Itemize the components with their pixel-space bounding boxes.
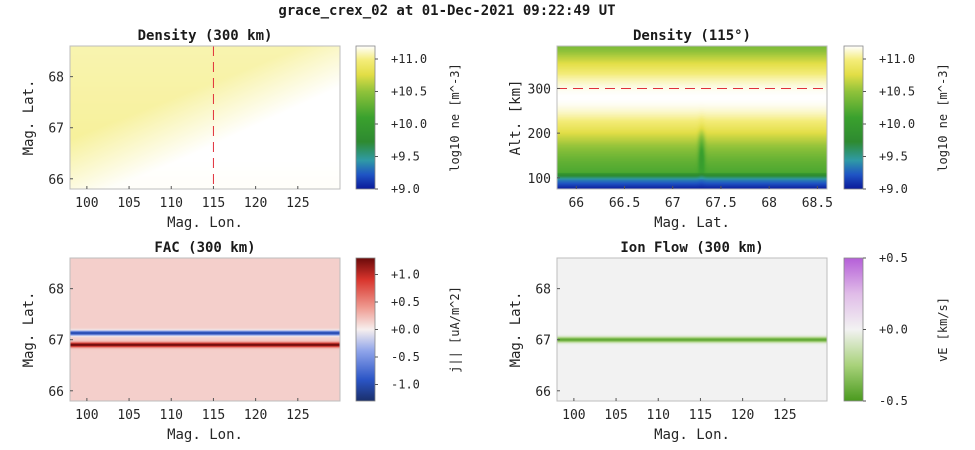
x-tick-label: 120 <box>244 408 267 423</box>
y-tick-label: 67 <box>48 122 64 137</box>
plot-frame <box>69 45 341 190</box>
colorbar-tick-label: +9.0 <box>879 182 908 196</box>
x-tick-label: 68.5 <box>802 196 833 211</box>
x-tick-label: 105 <box>604 408 627 423</box>
plot-frame <box>556 45 828 190</box>
panel-title: FAC (300 km) <box>154 240 255 256</box>
colorbar-tick-label: +10.0 <box>879 117 915 131</box>
x-tick-label: 67 <box>665 196 681 211</box>
y-tick-label: 200 <box>528 127 551 142</box>
colorbar-tick-label: +0.0 <box>391 323 420 337</box>
colorbar-tick-label: +9.5 <box>879 150 908 164</box>
x-tick-label: 125 <box>286 196 309 211</box>
x-tick-label: 120 <box>731 408 754 423</box>
x-tick-label: 110 <box>647 408 670 423</box>
colorbar-tick-label: -1.0 <box>391 378 420 392</box>
y-tick-label: 67 <box>535 334 551 349</box>
heatmap-image <box>557 258 827 401</box>
colorbar-tick-label: +9.0 <box>391 182 420 196</box>
colorbar-tick-label: +11.0 <box>391 52 427 66</box>
y-axis-label: Alt. [km] <box>508 80 524 156</box>
y-tick-label: 68 <box>535 283 551 298</box>
colorbar-tick-label: -0.5 <box>391 350 420 364</box>
colorbar-tick-label: +0.5 <box>391 295 420 309</box>
colorbar-tick-label: +11.0 <box>879 52 915 66</box>
colorbar-tick-label: +9.5 <box>391 150 420 164</box>
x-tick-label: 105 <box>117 196 140 211</box>
plot-frame <box>556 257 828 402</box>
colorbar-tick-label: -0.5 <box>879 394 908 408</box>
x-axis-label: Mag. Lon. <box>167 427 243 443</box>
y-tick-label: 68 <box>48 283 64 298</box>
x-tick-label: 115 <box>202 408 225 423</box>
x-tick-label: 115 <box>689 408 712 423</box>
y-axis-label: Mag. Lat. <box>21 80 37 156</box>
colorbar <box>843 45 864 190</box>
y-tick-label: 100 <box>528 172 551 187</box>
panel-2: 66 66.5 67 67.5 68 68.5 100 200 300 Density (115°… <box>508 28 950 231</box>
panel-1: 100 105 110 115 120 125 66 67 68 Density (300 km)… <box>21 28 462 231</box>
panel-4: 100 105 110 115 120 125 66 67 68 Ion Flow (300 km… <box>508 240 950 443</box>
x-tick-label: 110 <box>160 408 183 423</box>
colorbar-label: log10 ne [m^-3] <box>448 63 462 171</box>
x-tick-label: 100 <box>75 196 98 211</box>
colorbar-tick-label: +0.5 <box>879 251 908 265</box>
y-axis-label: Mag. Lat. <box>21 292 37 368</box>
x-tick-label: 67.5 <box>705 196 736 211</box>
y-tick-label: 67 <box>48 334 64 349</box>
x-tick-label: 115 <box>202 196 225 211</box>
colorbar <box>355 257 376 402</box>
colorbar-tick-label: +10.5 <box>879 85 915 99</box>
x-axis-label: Mag. Lon. <box>654 427 730 443</box>
colorbar-tick-label: +0.0 <box>879 323 908 337</box>
panel-title: Ion Flow (300 km) <box>620 240 763 256</box>
x-tick-label: 68 <box>761 196 777 211</box>
heatmap-image <box>70 46 340 189</box>
colorbar <box>355 45 376 190</box>
x-axis-label: Mag. Lat. <box>654 215 730 231</box>
panel-3: 100 105 110 115 120 125 66 67 68 FAC (300 km) Mag.… <box>21 240 462 443</box>
heatmap-image <box>70 258 340 401</box>
y-tick-label: 66 <box>535 385 551 400</box>
colorbar-label: j|| [uA/m^2] <box>448 286 462 373</box>
y-tick-label: 300 <box>528 82 551 97</box>
y-tick-label: 66 <box>48 385 64 400</box>
panel-title: Density (115°) <box>633 28 751 44</box>
y-tick-label: 66 <box>48 173 64 188</box>
heatmap-image <box>557 46 827 189</box>
panel-title: Density (300 km) <box>138 28 273 44</box>
plot-frame <box>69 257 341 402</box>
x-tick-label: 110 <box>160 196 183 211</box>
x-tick-label: 120 <box>244 196 267 211</box>
x-tick-label: 66.5 <box>609 196 640 211</box>
colorbar <box>843 257 864 402</box>
y-tick-label: 68 <box>48 71 64 86</box>
figure-title: grace_crex_02 at 01-Dec-2021 09:22:49 UT <box>278 3 615 19</box>
colorbar-label: log10 ne [m^-3] <box>936 63 950 171</box>
colorbar-tick-label: +1.0 <box>391 268 420 282</box>
colorbar-tick-label: +10.5 <box>391 85 427 99</box>
x-tick-label: 100 <box>562 408 585 423</box>
colorbar-label: vE [km/s] <box>936 297 950 362</box>
x-tick-label: 100 <box>75 408 98 423</box>
y-axis-label: Mag. Lat. <box>508 292 524 368</box>
x-tick-label: 66 <box>568 196 584 211</box>
colorbar-tick-label: +10.0 <box>391 117 427 131</box>
x-tick-label: 125 <box>773 408 796 423</box>
x-tick-label: 105 <box>117 408 140 423</box>
x-tick-label: 125 <box>286 408 309 423</box>
x-axis-label: Mag. Lon. <box>167 215 243 231</box>
